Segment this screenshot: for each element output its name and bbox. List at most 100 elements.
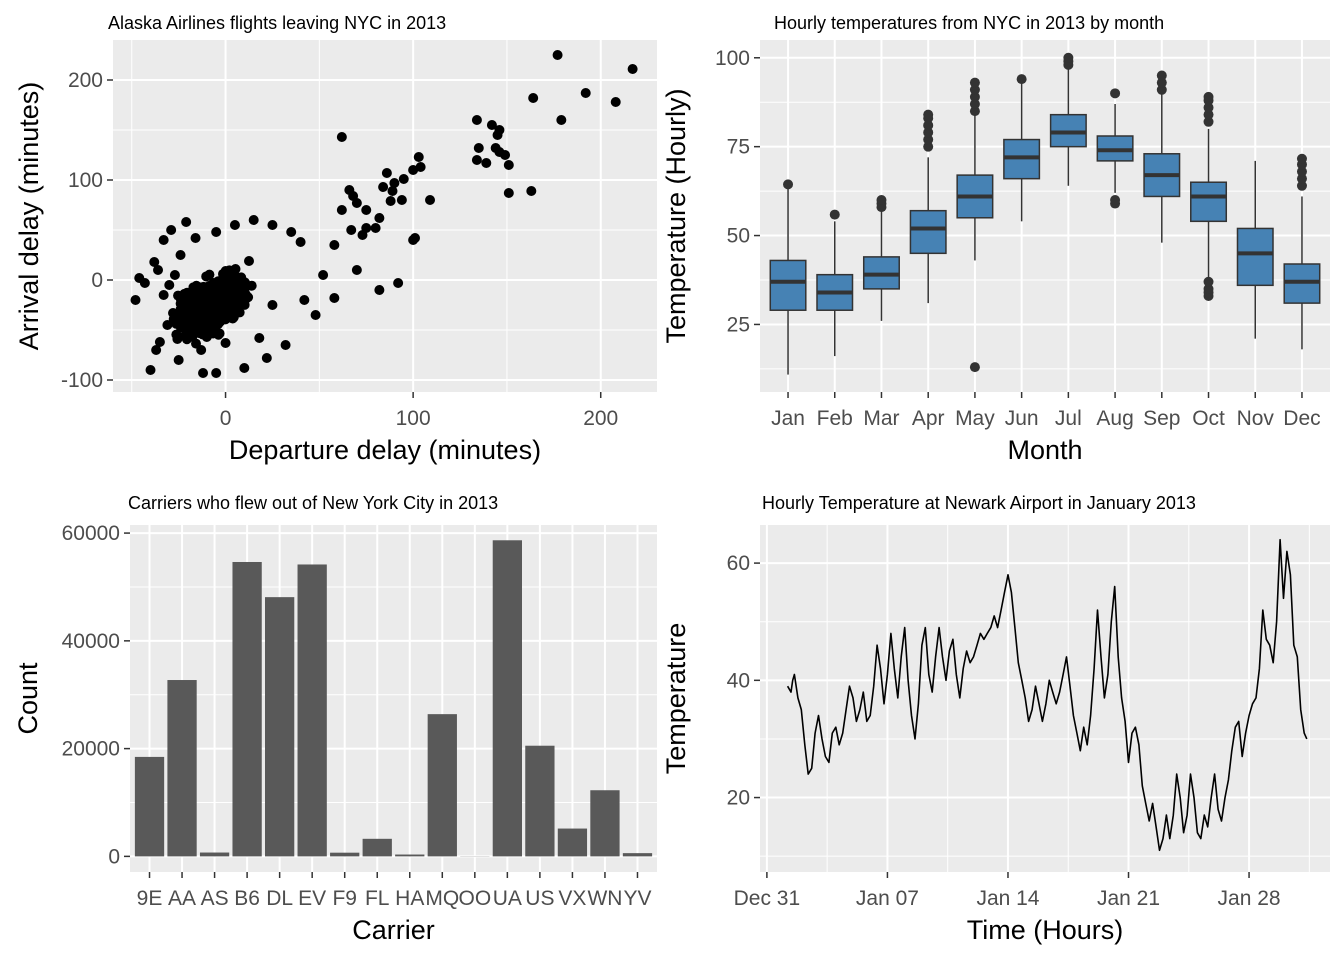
box-feb xyxy=(816,209,854,357)
y-tick-label: 20000 xyxy=(62,738,120,761)
outlier-point xyxy=(969,84,980,95)
bar-b6 xyxy=(232,561,262,857)
chart-title: Hourly temperatures from NYC in 2013 by … xyxy=(774,13,1164,33)
box-apr xyxy=(909,109,947,304)
data-point xyxy=(151,345,162,355)
y-tick-label: 40 xyxy=(727,669,750,692)
data-point xyxy=(280,340,291,350)
outlier-point xyxy=(1296,173,1307,184)
data-point xyxy=(415,162,426,172)
data-point xyxy=(357,230,368,240)
data-point xyxy=(240,289,251,300)
chart-title: Carriers who flew out of New York City i… xyxy=(128,493,498,513)
data-point xyxy=(220,290,231,301)
data-point xyxy=(503,160,514,170)
x-tick-label: Jun xyxy=(1005,407,1039,430)
data-point xyxy=(344,185,355,195)
data-point xyxy=(239,277,250,288)
plot-background xyxy=(760,40,1330,392)
x-tick-label: US xyxy=(525,887,554,910)
y-tick-label: 40000 xyxy=(62,630,120,653)
box-jul xyxy=(1049,52,1087,186)
data-point xyxy=(329,240,340,250)
outlier-point xyxy=(1296,166,1307,177)
bar-us xyxy=(525,745,555,857)
data-point xyxy=(229,220,240,230)
data-point xyxy=(206,293,217,304)
x-axis-label: Carrier xyxy=(352,915,435,945)
y-tick-label: 50 xyxy=(727,225,750,248)
data-point xyxy=(526,186,537,196)
data-point xyxy=(500,150,511,160)
data-point xyxy=(220,338,231,348)
bar-wn xyxy=(590,790,620,857)
data-point xyxy=(221,278,232,289)
x-tick-label: HA xyxy=(395,887,424,910)
data-point xyxy=(610,97,621,107)
data-point xyxy=(481,158,492,168)
data-point xyxy=(385,196,396,206)
x-tick-label: Apr xyxy=(912,407,945,430)
y-axis-label: Temperature xyxy=(661,623,691,775)
bar-fl xyxy=(362,838,392,857)
data-point xyxy=(130,295,141,305)
x-tick-label: Feb xyxy=(817,407,853,430)
outlier-point xyxy=(1156,77,1167,88)
x-tick-label: YV xyxy=(623,887,651,910)
plot-background xyxy=(760,525,1330,872)
outlier-point xyxy=(969,362,980,373)
data-point xyxy=(198,368,209,378)
data-point xyxy=(374,285,385,295)
data-point xyxy=(413,152,424,162)
outlier-point xyxy=(969,91,980,102)
box-nov xyxy=(1236,160,1274,339)
y-tick-label: 25 xyxy=(727,313,750,336)
data-point xyxy=(248,215,259,225)
x-tick-label: Jan 07 xyxy=(856,887,919,910)
y-tick-label: 75 xyxy=(727,136,750,159)
data-point xyxy=(201,322,212,333)
bar-yv xyxy=(622,853,653,857)
data-point xyxy=(374,213,385,223)
data-point xyxy=(175,250,186,260)
data-point xyxy=(219,302,230,313)
data-point xyxy=(318,270,329,280)
outlier-point xyxy=(1203,116,1214,127)
outlier-point xyxy=(1156,84,1167,95)
x-axis-label: Time (Hours) xyxy=(967,915,1124,945)
x-tick-label: FL xyxy=(365,887,390,910)
box-jan xyxy=(769,179,807,375)
bar-aa xyxy=(167,680,197,857)
x-tick-label: B6 xyxy=(234,887,260,910)
data-point xyxy=(154,337,165,347)
box-jun xyxy=(1003,74,1041,222)
data-point xyxy=(351,198,362,208)
outlier-point xyxy=(969,99,980,109)
x-tick-label: May xyxy=(955,407,995,430)
outlier-point xyxy=(1203,102,1214,113)
data-point xyxy=(254,333,265,343)
x-tick-label: Dec xyxy=(1283,407,1320,430)
data-point xyxy=(229,269,240,280)
x-tick-label: 200 xyxy=(583,407,618,430)
data-point xyxy=(387,186,398,196)
outlier-point xyxy=(923,141,934,152)
x-tick-label: 0 xyxy=(220,407,232,430)
data-point xyxy=(212,281,223,292)
outlier-point xyxy=(1063,52,1074,63)
box-oct xyxy=(1190,91,1228,301)
data-point xyxy=(556,115,567,125)
panel-carrier-bars: Carriers who flew out of New York City i… xyxy=(13,493,657,945)
data-point xyxy=(425,195,436,205)
data-point xyxy=(211,227,222,237)
y-axis-label: Temperature (Hourly) xyxy=(661,88,691,343)
panel-monthly-boxplot: Hourly temperatures from NYC in 2013 by … xyxy=(661,13,1330,465)
data-point xyxy=(190,309,201,320)
outlier-point xyxy=(1110,88,1121,99)
data-point xyxy=(471,115,482,125)
outlier-point xyxy=(829,209,840,220)
data-point xyxy=(267,220,278,230)
data-point xyxy=(173,290,184,301)
box-mar xyxy=(862,195,900,321)
